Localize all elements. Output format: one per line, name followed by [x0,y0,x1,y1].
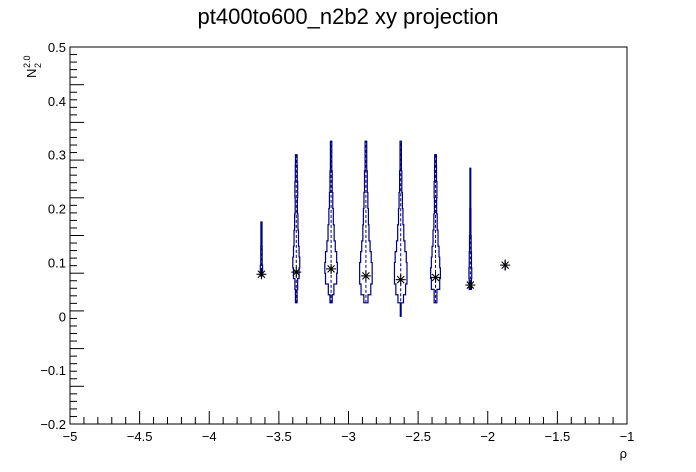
y-axis-label-sub: 2 [33,63,43,68]
x-axis: −5 −4.5 −4 −3.5 −3 −2.5 −2 −1.5 −1 [63,411,635,444]
mean-marker [291,267,302,278]
marker-stroke [431,273,440,282]
y-tick-label: −0.2 [40,417,66,432]
violin-series [259,140,506,317]
x-axis-label: ρ [620,446,627,461]
y-axis-label-sup: 2.0 [22,55,32,68]
mean-marker [430,272,441,283]
marker-stroke [257,270,266,279]
violin-outline [259,221,264,277]
x-tick-label: −1.5 [545,429,571,444]
x-tick-label: −3.5 [266,429,292,444]
y-tick-label: 0.1 [48,255,66,270]
y-tick-label: 0.4 [48,94,66,109]
violin-outline [430,154,442,304]
marker-stroke [362,272,370,280]
chart-title: pt400to600_n2b2 xy projection [198,4,499,29]
mean-marker [360,270,371,281]
x-tick-label: −4 [202,429,217,444]
y-tick-label: 0.5 [48,40,66,55]
marker-stroke [466,281,475,289]
mean-marker [500,260,511,271]
mean-markers [256,260,511,291]
mean-marker [326,263,337,274]
x-tick-label: −3 [341,429,356,444]
x-tick-label: −1 [620,429,635,444]
y-tick-label: 0.3 [48,148,66,163]
marker-stroke [292,268,301,277]
marker-stroke [327,265,335,273]
mean-marker [395,274,406,285]
marker-stroke [396,275,405,284]
y-axis-label-main: N [24,69,39,78]
mean-marker [465,280,476,291]
x-tick-label: −2.5 [405,429,431,444]
mean-marker [256,269,267,280]
violin-outline [292,154,301,304]
y-tick-label: 0 [59,309,66,324]
y-axis-label: N 2 2.0 [22,55,43,78]
marker-stroke [501,261,510,270]
y-tick-label: 0.2 [48,202,66,217]
y-tick-label: −0.1 [40,363,66,378]
x-tick-label: −4.5 [127,429,153,444]
x-tick-label: −2 [480,429,495,444]
y-axis: −0.2 −0.1 0 0.1 0.2 0.3 0.4 0.5 [40,40,84,432]
x-tick-label: −5 [63,429,78,444]
